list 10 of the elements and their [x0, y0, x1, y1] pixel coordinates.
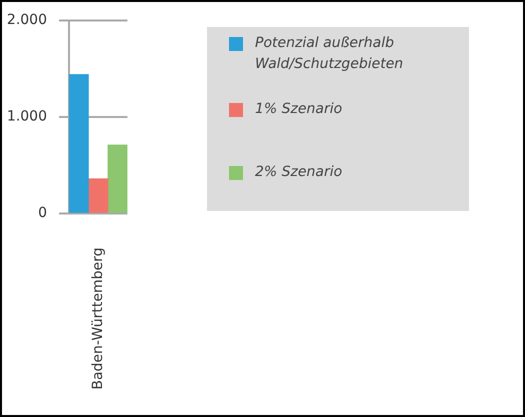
legend-label: 2% Szenario	[255, 164, 342, 180]
legend-label: Potenzial außerhalb Wald/Schutzgebieten	[255, 35, 404, 72]
y-tick-label: 2.000	[6, 12, 47, 28]
bar	[108, 144, 128, 213]
bar	[69, 74, 89, 213]
y-tick-label: 0	[38, 205, 47, 222]
legend-label: 1% Szenario	[255, 101, 342, 117]
x-tick-label: Baden-Württemberg	[90, 248, 106, 390]
bar	[88, 178, 108, 213]
y-tick-label: 1.000	[6, 108, 47, 125]
